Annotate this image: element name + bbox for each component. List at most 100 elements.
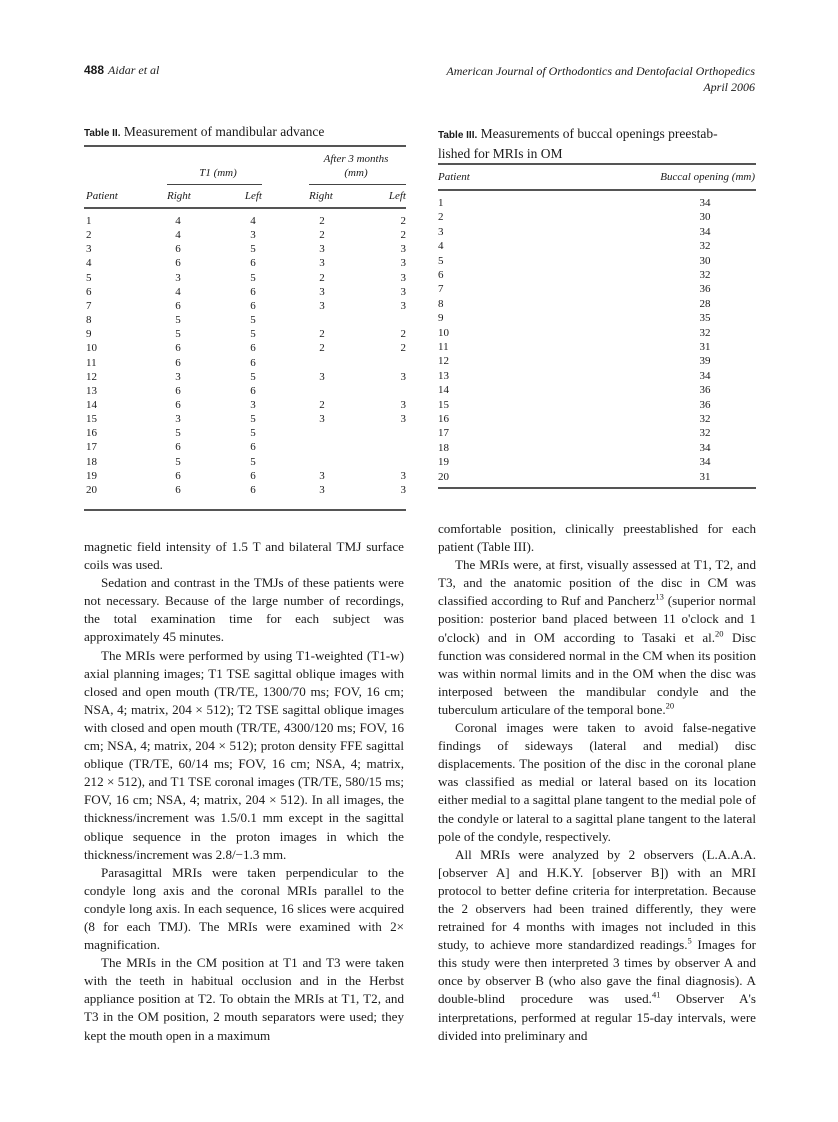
table2-cell-t1-right: 3	[175, 413, 181, 426]
table3-cell-patient: 5	[438, 254, 444, 267]
table2-cell-t1-left: 5	[250, 271, 256, 284]
table2-cell-after-left: 2	[400, 229, 407, 242]
text-segment: comfortable position, clinically preesta…	[438, 521, 756, 555]
reference-superscript: 5	[687, 935, 692, 946]
table3-cell-patient: 10	[438, 326, 449, 339]
table2-cell-patient: 18	[86, 455, 97, 468]
text-segment: The MRIs were performed by using T1-weig…	[84, 647, 404, 862]
table3-cell-buccal-opening: 31	[699, 470, 711, 483]
table2-cell-after-right: 3	[319, 299, 325, 312]
table3-cell-patient: 6	[438, 269, 444, 281]
table3-cell-buccal-opening: 34	[699, 369, 711, 382]
table3-cell-buccal-opening: 35	[699, 312, 711, 325]
table3-cell-buccal-opening: 32	[699, 427, 711, 440]
table2-cell-t1-left: 5	[250, 328, 256, 341]
table2-cell-t1-right: 6	[175, 384, 181, 397]
paragraph: Coronal images were taken to avoid false…	[438, 719, 756, 846]
text-segment: (superior normal position: posterior ban…	[438, 593, 756, 645]
table3-cell-patient: 2	[438, 211, 444, 224]
table2-cell-patient: 9	[86, 328, 92, 341]
table2-cell-after-left: 3	[400, 257, 407, 270]
table3-cell-buccal-opening: 32	[699, 326, 711, 339]
issue-date: April 2006	[703, 80, 755, 94]
table2-cell-t1-left: 6	[250, 356, 256, 369]
table3-cell-patient: 16	[438, 413, 449, 425]
table2-cell-after-left: 3	[400, 469, 407, 482]
table2-header-patient: Patient	[86, 190, 118, 202]
table2-title: Measurement of mandibular advance	[123, 124, 325, 139]
table3-title-line2: lished for MRIs in OM	[438, 146, 563, 161]
table2-cell-patient: 4	[86, 257, 92, 270]
table2-cell-t1-left: 6	[250, 483, 256, 496]
reference-superscript: 20	[665, 700, 675, 711]
table2-header-t1-right: Right	[167, 190, 191, 202]
paragraph: The MRIs in the CM position at T1 and T3…	[84, 954, 404, 1044]
table2-cell-after-right: 2	[319, 398, 325, 411]
table2-cell-t1-right: 6	[175, 441, 181, 454]
table2-cell-patient: 15	[86, 413, 97, 426]
table2-cell-t1-right: 4	[175, 215, 181, 227]
table2-header-after-right: Right	[309, 190, 333, 202]
table2-cell-after-right: 3	[319, 370, 325, 383]
table2-label: Table II.	[84, 128, 121, 139]
table2-cell-patient: 6	[86, 285, 92, 298]
table2-cell-after-right: 3	[319, 413, 325, 426]
text-segment: Sedation and contrast in the TMJs of the…	[84, 575, 404, 645]
paragraph: The MRIs were performed by using T1-weig…	[84, 647, 404, 864]
table3-cell-buccal-opening: 32	[699, 240, 711, 253]
table2-cell-patient: 10	[86, 342, 97, 355]
table3-cell-buccal-opening: 30	[699, 254, 711, 267]
table3-cell-patient: 11	[438, 341, 449, 353]
table2-cell-t1-left: 6	[250, 257, 256, 270]
table2-cell-patient: 1	[86, 215, 92, 227]
table3-cell-buccal-opening: 32	[699, 413, 711, 425]
table2-caption: Table II. Measurement of mandibular adva…	[84, 123, 324, 143]
table3-header-rule	[438, 189, 756, 191]
table2-cell-t1-right: 6	[175, 483, 181, 496]
table3-cell-buccal-opening: 34	[699, 441, 711, 454]
table3-cell-buccal-opening: 32	[699, 269, 711, 281]
table2-cell-t1-left: 5	[250, 455, 256, 468]
text-segment: The MRIs in the CM position at T1 and T3…	[84, 955, 404, 1043]
table3-cell-buccal-opening: 34	[699, 197, 711, 209]
table2-cell-patient: 11	[86, 356, 97, 369]
paragraph: Parasagittal MRIs were taken perpendicul…	[84, 864, 404, 954]
table3-cell-patient: 13	[438, 369, 449, 382]
paragraph: magnetic field intensity of 1.5 T and bi…	[84, 538, 404, 574]
running-header-left: 488 Aidar et al	[84, 63, 159, 78]
table2-cell-after-left: 3	[400, 398, 407, 411]
table2-cell-after-right: 3	[319, 469, 325, 482]
table3-cell-patient: 9	[438, 312, 444, 325]
table3-title-line1: Measurements of buccal openings preestab…	[480, 126, 718, 141]
table2-cell-t1-left: 5	[250, 413, 256, 426]
table2-cell-t1-right: 6	[175, 243, 181, 256]
table2-cell-t1-right: 5	[175, 314, 181, 327]
table2-cell-t1-left: 6	[250, 469, 256, 482]
running-header-right: American Journal of Orthodontics and Den…	[446, 63, 755, 95]
table2-header-rule	[84, 207, 406, 209]
table2-cell-patient: 19	[86, 469, 97, 482]
table2-group2-rule	[309, 184, 406, 185]
table2-cell-t1-right: 5	[175, 455, 181, 468]
table2-cell-after-left: 3	[400, 299, 407, 312]
table2-cell-after-right: 2	[319, 342, 325, 355]
table3-cell-patient: 18	[438, 441, 449, 454]
table2-cell-t1-right: 4	[175, 285, 181, 298]
reference-superscript: 41	[651, 990, 661, 1001]
table2-cell-after-left: 3	[400, 271, 407, 284]
table2-cell-patient: 7	[86, 299, 92, 312]
table2-cell-t1-left: 5	[250, 370, 256, 383]
reference-superscript: 13	[655, 592, 664, 603]
table2-bottom-rule	[84, 509, 406, 511]
journal-name: American Journal of Orthodontics and Den…	[446, 64, 755, 78]
table3-header-patient: Patient	[438, 171, 470, 183]
table2-cell-t1-left: 3	[250, 398, 256, 411]
table2-group-t1: T1 (mm)	[199, 167, 237, 179]
table3-cell-patient: 7	[438, 283, 444, 296]
table3-cell-buccal-opening: 34	[699, 225, 711, 238]
table3-cell-buccal-opening: 36	[699, 384, 711, 397]
table3-cell-patient: 17	[438, 427, 449, 440]
authors: Aidar et al	[108, 63, 160, 77]
table2-cell-patient: 3	[86, 243, 92, 256]
